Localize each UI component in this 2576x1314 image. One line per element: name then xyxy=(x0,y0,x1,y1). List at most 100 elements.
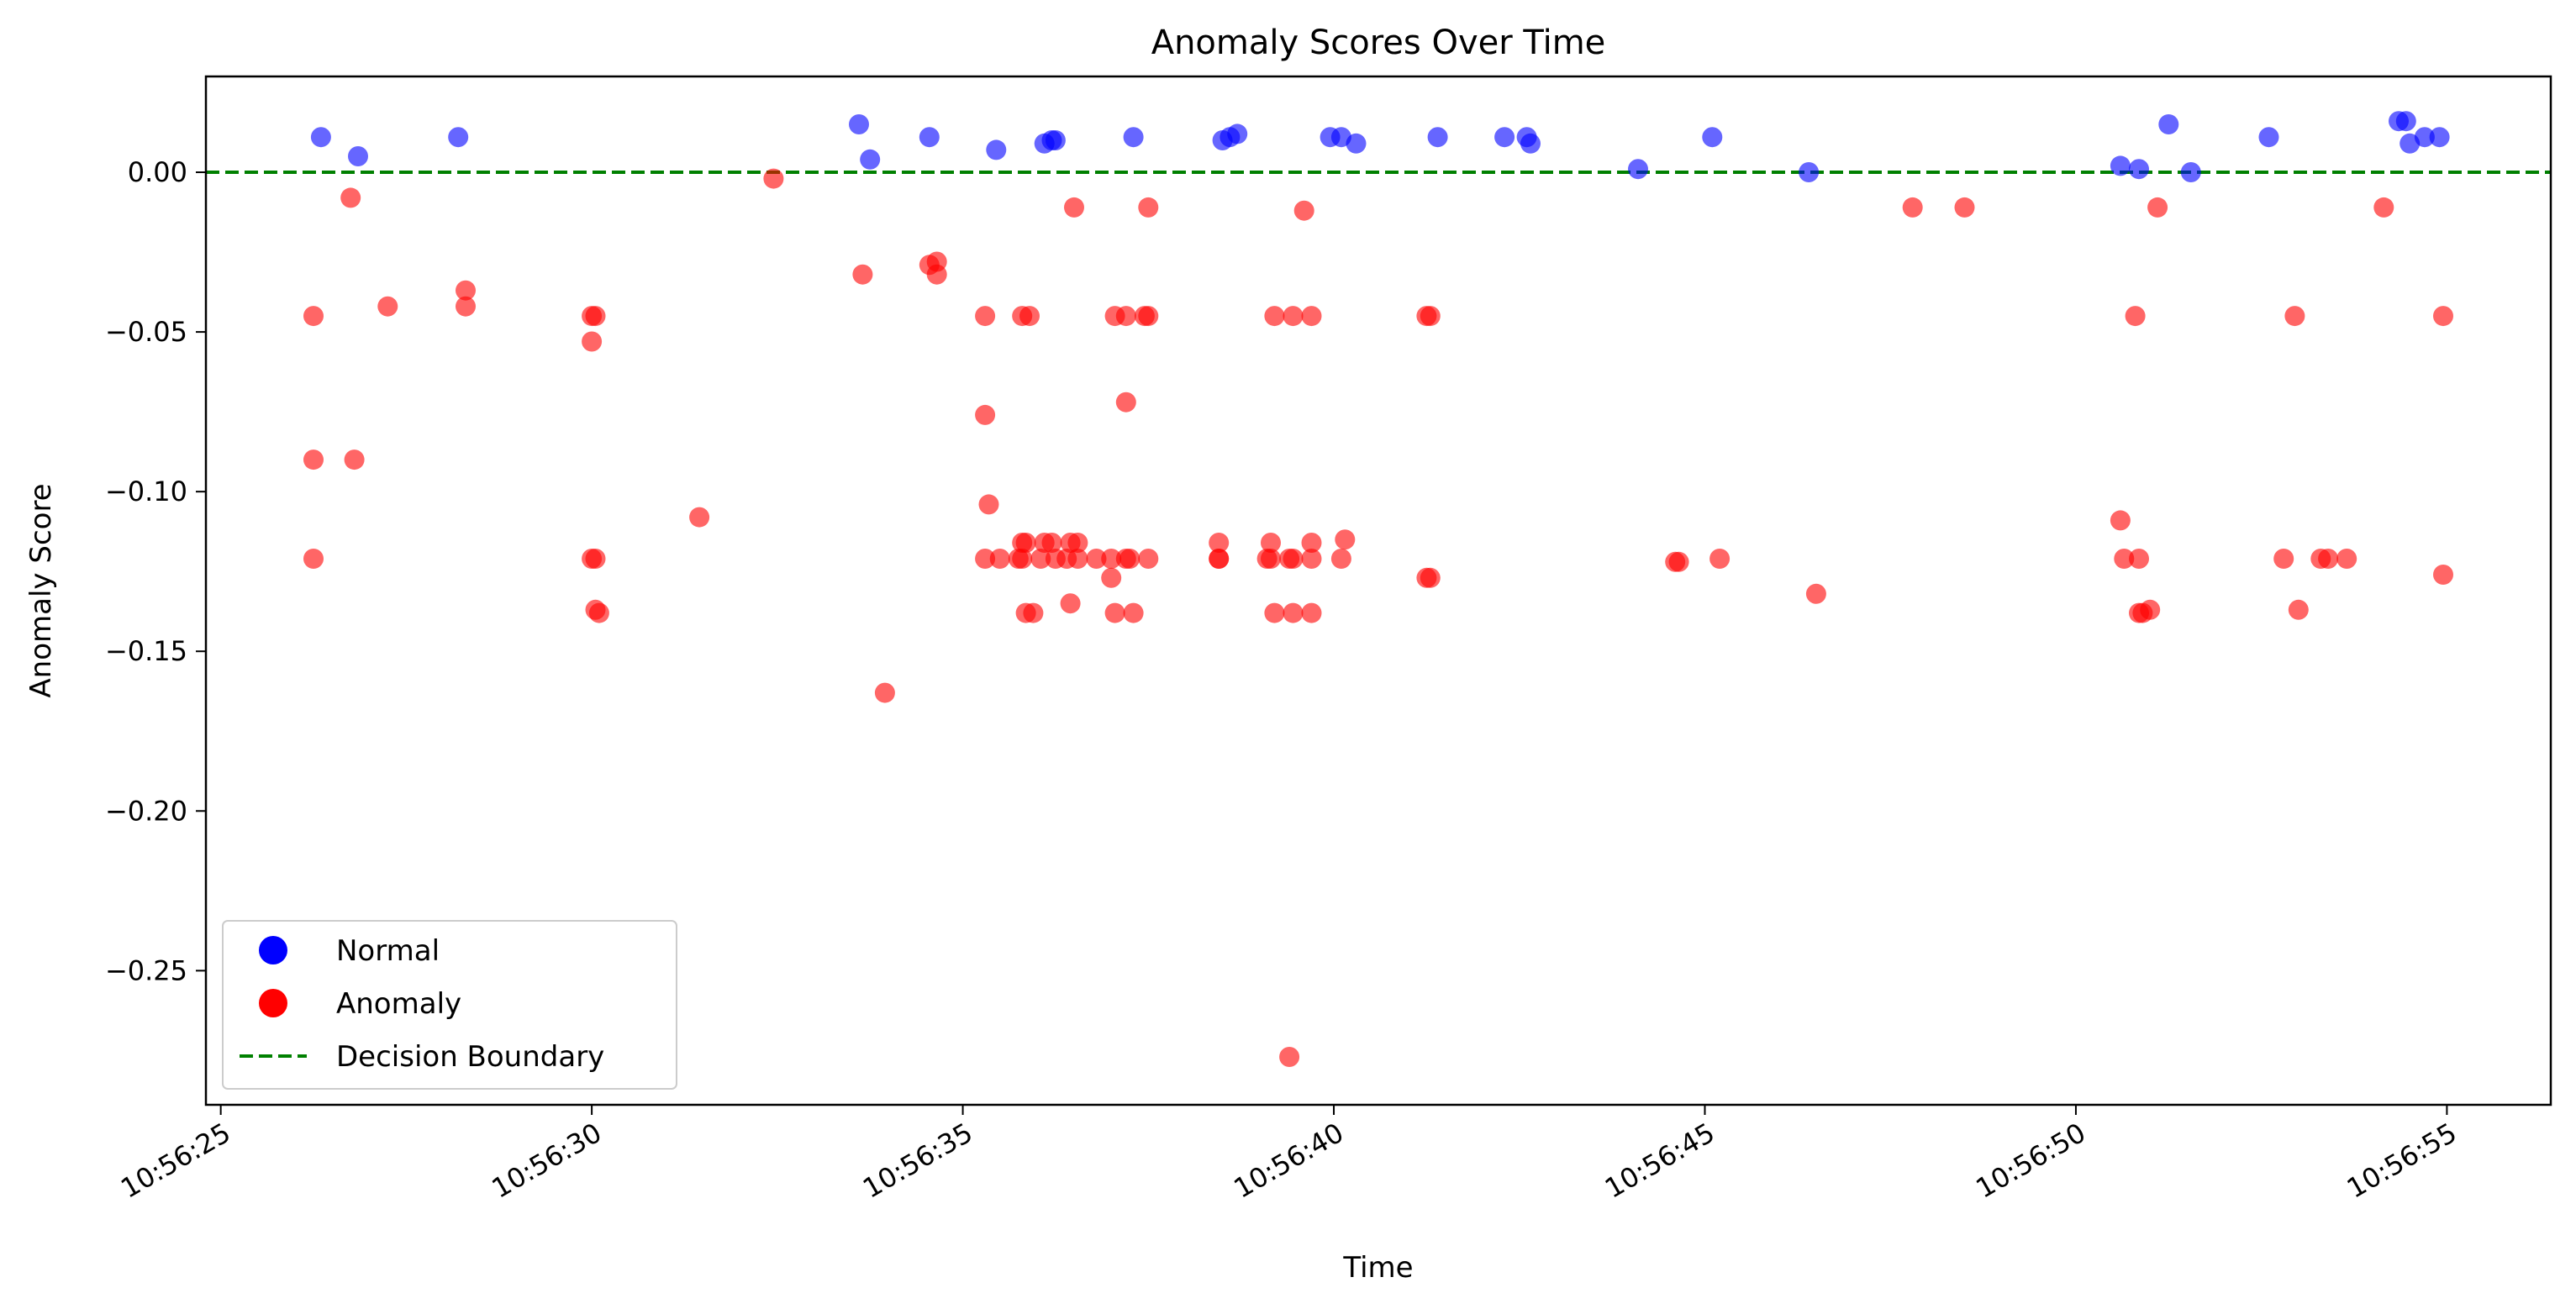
anomaly-point xyxy=(1420,306,1441,327)
anomaly-point xyxy=(1030,549,1051,569)
anomaly-point xyxy=(1283,306,1304,327)
normal-point xyxy=(919,127,940,148)
normal-point xyxy=(1427,127,1448,148)
anomaly-point xyxy=(1301,533,1322,553)
anomaly-point xyxy=(1668,551,1689,572)
anomaly-point xyxy=(1335,529,1356,550)
plot-frame xyxy=(204,75,2552,1106)
normal-point xyxy=(1045,130,1066,150)
anomaly-point xyxy=(1261,533,1281,553)
anomaly-point xyxy=(1138,306,1159,327)
anomaly-point xyxy=(588,602,609,623)
anomaly-point xyxy=(303,306,324,327)
plot-area xyxy=(206,111,2551,1067)
anomaly-point xyxy=(975,306,996,327)
anomaly-point xyxy=(689,507,710,528)
y-tick-label: −0.05 xyxy=(105,316,187,348)
anomaly-point xyxy=(978,494,999,515)
anomaly-point xyxy=(1264,306,1285,327)
anomaly-point xyxy=(1119,549,1140,569)
normal-point xyxy=(986,139,1007,160)
anomaly-point xyxy=(763,168,784,189)
anomaly-point xyxy=(975,549,996,569)
anomaly-point xyxy=(1067,549,1088,569)
anomaly-point xyxy=(1101,549,1122,569)
anomaly-point xyxy=(303,449,324,470)
anomaly-point xyxy=(2129,549,2149,569)
anomaly-point xyxy=(1101,567,1122,588)
anomaly-point xyxy=(2433,306,2453,327)
anomaly-point xyxy=(1041,533,1062,553)
legend-label: Decision Boundary xyxy=(336,1040,604,1074)
normal-point xyxy=(860,149,881,170)
anomaly-point xyxy=(1902,197,1923,218)
y-tick-label: −0.20 xyxy=(105,795,187,827)
anomaly-point xyxy=(1209,533,1230,553)
anomaly-point xyxy=(1115,306,1136,327)
anomaly-point xyxy=(1086,549,1107,569)
anomaly-point xyxy=(1115,392,1136,413)
normal-point xyxy=(1123,127,1144,148)
x-axis-title: Time xyxy=(1342,1251,1413,1285)
anomaly-point xyxy=(1709,549,1731,569)
anomaly-point xyxy=(1060,593,1081,614)
anomaly-point xyxy=(852,264,873,285)
normal-point xyxy=(1520,133,1541,154)
anomaly-point xyxy=(2373,197,2394,218)
normal-point xyxy=(2414,127,2435,148)
y-tick-label: −0.10 xyxy=(105,476,187,507)
anomaly-point xyxy=(1283,549,1304,569)
anomaly-point xyxy=(1019,306,1040,327)
normal-point xyxy=(2158,114,2179,134)
anomaly-point xyxy=(1012,549,1033,569)
normal-point xyxy=(2180,162,2201,182)
legend-marker-normal xyxy=(259,936,287,964)
anomaly-point xyxy=(1330,549,1351,569)
anomaly-point xyxy=(2147,197,2168,218)
anomaly-point xyxy=(1264,602,1285,623)
anomaly-point xyxy=(1301,602,1322,623)
anomaly-point xyxy=(2273,549,2294,569)
legend-box xyxy=(222,920,677,1090)
anomaly-point xyxy=(2110,510,2131,531)
normal-point xyxy=(2129,159,2149,180)
anomaly-point xyxy=(2433,565,2453,585)
anomaly-point xyxy=(456,296,476,317)
anomaly-point xyxy=(1023,602,1044,623)
anomaly-point xyxy=(2125,306,2146,327)
normal-point xyxy=(1799,162,1820,182)
anomaly-point xyxy=(585,549,606,569)
anomaly-point xyxy=(585,306,606,327)
anomaly-point xyxy=(377,296,398,317)
anomaly-point xyxy=(1261,549,1281,569)
y-tick-label: 0.00 xyxy=(128,156,187,188)
chart-title: Anomaly Scores Over Time xyxy=(1151,24,1606,62)
normal-point xyxy=(1227,124,1248,145)
anomaly-point xyxy=(340,187,361,208)
anomaly-point xyxy=(1283,602,1304,623)
anomaly-point xyxy=(2284,306,2305,327)
normal-point xyxy=(348,146,368,166)
anomaly-point xyxy=(456,280,476,301)
anomaly-point xyxy=(1015,533,1036,553)
anomaly-point xyxy=(1279,1047,1300,1067)
normal-point xyxy=(849,114,869,134)
anomaly-point xyxy=(975,404,996,425)
anomaly-point xyxy=(344,449,365,470)
anomaly-point xyxy=(1301,306,1322,327)
y-axis-title: Anomaly Score xyxy=(24,483,58,697)
anomaly-point xyxy=(1067,533,1088,553)
anomaly-point xyxy=(1123,602,1144,623)
normal-point xyxy=(310,127,331,148)
normal-point xyxy=(1702,127,1723,148)
anomaly-point xyxy=(1805,583,1826,604)
y-tick-label: −0.15 xyxy=(105,635,187,667)
anomaly-point xyxy=(1209,549,1230,569)
normal-point xyxy=(1494,127,1515,148)
legend-label: Normal xyxy=(336,934,440,968)
normal-point xyxy=(2429,127,2450,148)
anomaly-point xyxy=(582,331,603,352)
legend: Normal Anomaly Decision Boundary xyxy=(222,920,677,1090)
